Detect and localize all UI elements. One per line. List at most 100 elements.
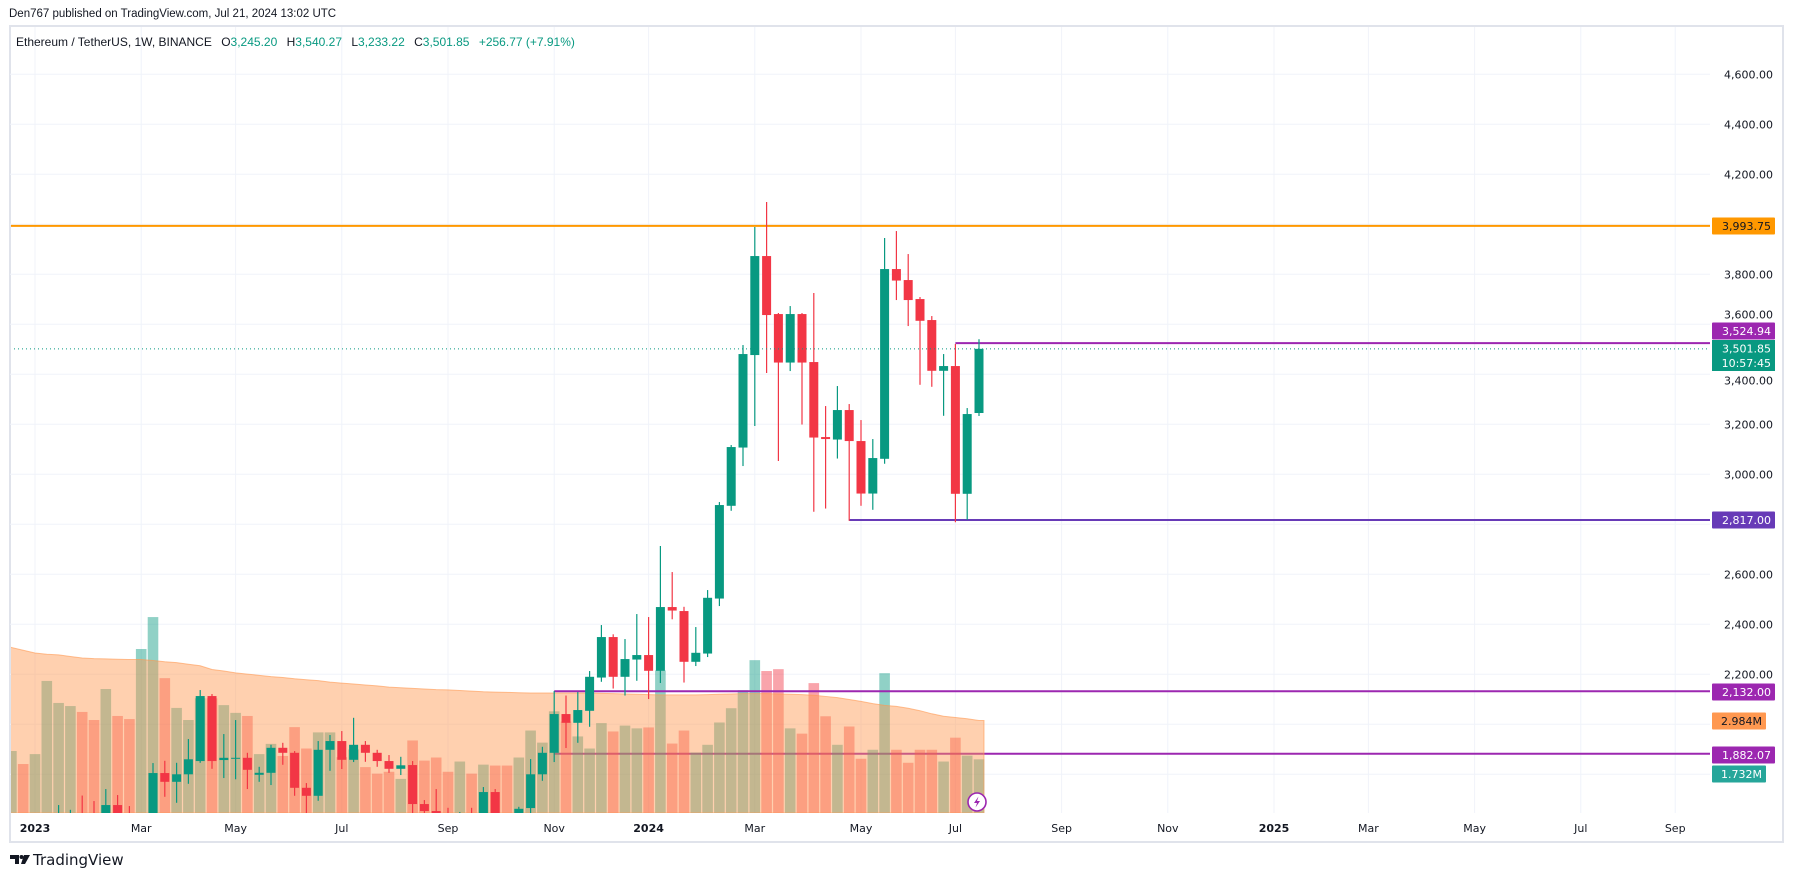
level-lines[interactable]	[10, 224, 1710, 693]
candle-body	[183, 759, 193, 775]
volume-bar	[147, 617, 159, 813]
volume-bar	[560, 721, 572, 813]
volume-bar	[348, 749, 359, 813]
candle	[101, 789, 111, 813]
volume-bar	[572, 736, 584, 813]
candle	[408, 761, 418, 813]
time-tick-label: Mar	[744, 822, 765, 835]
volume-bar	[902, 762, 914, 813]
candle	[632, 614, 642, 681]
level-price-label	[1712, 746, 1775, 764]
candle-body	[974, 348, 984, 413]
volume-bar	[879, 673, 890, 813]
volume-bar	[749, 660, 761, 813]
candle-body	[773, 314, 783, 363]
candle-body	[172, 774, 182, 782]
volume-bar	[324, 732, 336, 813]
volume-bar	[607, 731, 619, 813]
legend-open-label: O	[221, 35, 230, 49]
chart-frame	[9, 25, 1784, 843]
volume-bar	[773, 669, 784, 813]
chart-legend[interactable]: Ethereum / TetherUS, 1W, BINANCE O3,245.…	[16, 35, 575, 49]
volume-bar	[596, 723, 607, 813]
price-axis[interactable]: 4,600.00 4,400.00 4,200.00 3,800.00 3,600.00…	[1724, 68, 1773, 681]
candle-body	[868, 458, 878, 494]
publish-info: Den767 published on TradingView.com, Jul…	[9, 8, 336, 20]
candle	[856, 420, 866, 506]
time-tick-label: Mar	[131, 822, 152, 835]
candle-body	[856, 441, 866, 494]
volume-bar	[702, 744, 713, 813]
candle	[372, 749, 382, 767]
candle-body	[962, 414, 972, 494]
volume-ma-area	[11, 646, 985, 813]
legend-low: 3,233.22	[358, 35, 405, 49]
candle	[290, 751, 300, 796]
level-price-label-text: 1,882.07	[1722, 749, 1771, 762]
volume-bar	[678, 730, 690, 813]
candle-body	[667, 607, 677, 611]
candle	[844, 404, 854, 521]
candle-body	[396, 765, 406, 769]
candle-body	[927, 320, 937, 371]
candle-body	[360, 744, 370, 753]
tradingview-logo-text: TradingView	[32, 851, 124, 869]
volume-bar	[17, 764, 29, 813]
volume-bar	[419, 760, 430, 813]
candle-body	[419, 804, 429, 812]
price-axis-labels: 3,993.75 3,524.94 2,817.00 2,132.00 1,882.07…	[1712, 217, 1775, 783]
volume-bar	[159, 678, 171, 813]
level-price-label	[1712, 511, 1775, 529]
candle-body	[608, 637, 618, 677]
candle-body	[254, 772, 264, 775]
volume-bar	[41, 680, 53, 813]
candle-body	[372, 752, 382, 762]
candle-body	[950, 366, 960, 494]
candle	[526, 759, 536, 813]
volume-bar	[725, 708, 737, 813]
volume-bar	[867, 749, 879, 813]
candle	[667, 572, 677, 620]
time-tick-label: Mar	[1358, 822, 1379, 835]
time-tick-label: Sep	[1051, 822, 1072, 835]
candle	[231, 720, 241, 780]
time-axis[interactable]: 2023 Mar May Jul Sep Nov 2024 Mar May Jul Sep Nov 20…	[20, 822, 1686, 835]
candle-body	[738, 354, 748, 448]
volume-bar	[135, 649, 147, 813]
candle-body	[242, 757, 252, 770]
candle	[113, 795, 123, 813]
volume-last-label-text: 1.732M	[1721, 768, 1762, 781]
time-tick-label: 2025	[1259, 822, 1290, 835]
volume-bar	[843, 726, 855, 813]
candle	[537, 746, 547, 781]
volume-bar	[112, 715, 123, 813]
candle-body	[537, 752, 547, 775]
tradingview-logo[interactable]: TradingView	[10, 851, 124, 869]
candle	[939, 354, 949, 416]
candle	[172, 762, 182, 803]
candle	[915, 297, 925, 385]
volume-last-label	[1712, 765, 1766, 783]
time-tick-label: Jul	[1573, 822, 1587, 835]
candle-body	[290, 752, 300, 788]
time-tick-label: Sep	[1665, 822, 1686, 835]
candle-body	[691, 652, 701, 662]
lightning-icon[interactable]	[967, 792, 987, 812]
time-tick-label: 2023	[20, 822, 51, 835]
volume-bar	[666, 743, 678, 813]
candle	[360, 741, 370, 762]
candle-body	[903, 280, 913, 301]
volume-bar	[855, 758, 867, 813]
volume-bar	[171, 707, 182, 813]
candle	[573, 692, 583, 743]
candle-body	[231, 757, 241, 759]
candle-body	[620, 659, 630, 677]
candle	[679, 606, 689, 683]
candle-body	[266, 747, 276, 773]
candle	[868, 439, 878, 510]
time-tick-label: Nov	[1157, 822, 1179, 835]
volume-bar	[914, 749, 926, 813]
volume-bar	[784, 728, 796, 813]
volume-bar	[938, 761, 949, 813]
